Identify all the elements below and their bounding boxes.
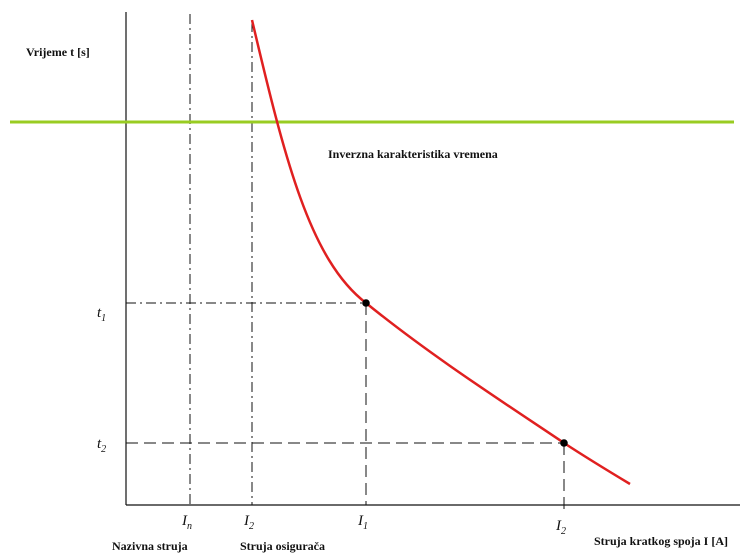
t1-label: t1 — [97, 305, 106, 324]
nazivna-struja-label: Nazivna struja — [112, 539, 188, 553]
i2-left-label: I2 — [243, 513, 254, 532]
y-axis-label: Vrijeme t [s] — [26, 45, 90, 59]
struja-osiguraca-label: Struja osigurača — [240, 539, 325, 553]
t2-label: t2 — [97, 436, 106, 455]
inverse-time-curve — [250, 19, 631, 486]
point-i1-t1 — [362, 299, 370, 307]
i2-right-label: I2 — [555, 518, 566, 537]
point-i2-t2 — [560, 439, 568, 447]
x-axis-label: Struja kratkog spoja I [A] — [594, 534, 728, 548]
in-label: In — [181, 513, 192, 532]
curve-label: Inverzna karakteristika vremena — [328, 147, 498, 161]
i1-label: I1 — [357, 513, 368, 532]
